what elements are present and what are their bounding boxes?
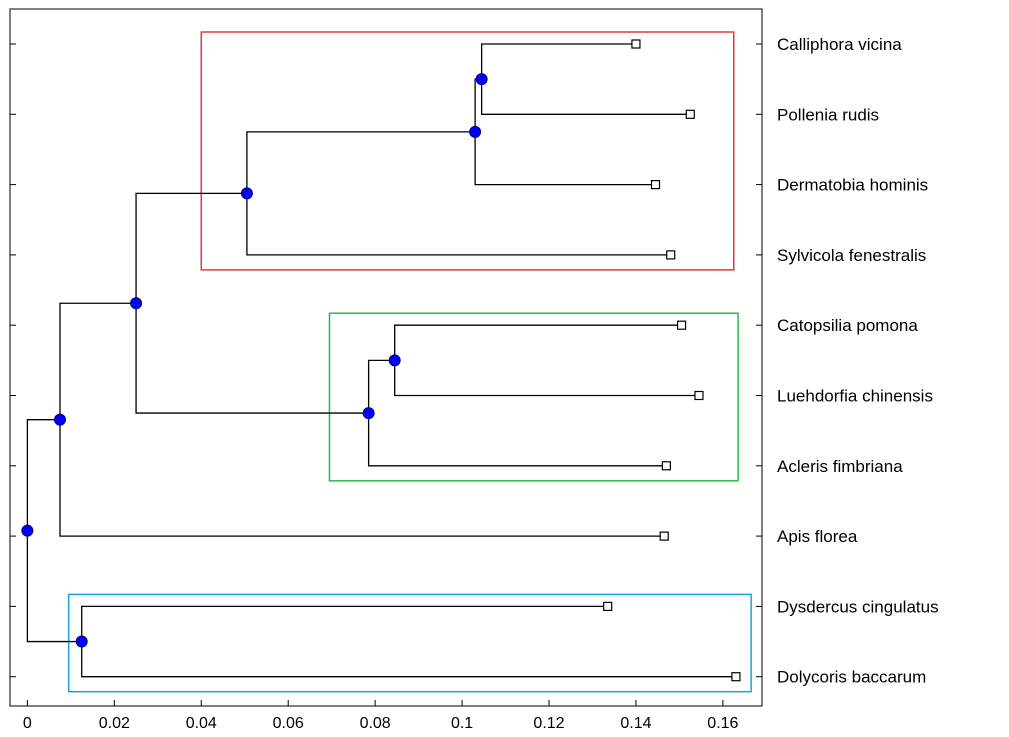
x-tick-label: 0	[23, 715, 32, 732]
leaf-label: Pollenia rudis	[777, 105, 879, 124]
branch-n6-n5	[136, 303, 369, 413]
x-tick-label: 0.14	[620, 715, 651, 732]
node-marker-n3	[241, 188, 252, 199]
branch-n1-L1	[482, 79, 691, 114]
leaf-tips	[604, 40, 740, 681]
branch-n9-n7	[27, 420, 60, 531]
branch-n3-L3	[247, 193, 671, 255]
leaf-label: Catopsilia pomona	[777, 316, 918, 335]
leaf-tip-marker	[652, 181, 660, 189]
node-marker-n8	[76, 636, 87, 647]
plot-frame	[10, 9, 762, 706]
leaf-tip-marker	[660, 532, 668, 540]
branch-n5-n4	[369, 360, 395, 413]
leaf-tip-marker	[686, 110, 694, 118]
tree-nodes	[22, 74, 487, 647]
branch-n7-n6	[60, 303, 136, 419]
node-marker-n6	[131, 298, 142, 309]
node-marker-n4	[389, 355, 400, 366]
clade-box-1	[201, 32, 733, 270]
x-tick-label: 0.02	[99, 715, 130, 732]
branch-n5-L6	[369, 413, 667, 466]
x-tick-label: 0.12	[533, 715, 564, 732]
leaf-tip-marker	[632, 40, 640, 48]
node-marker-n5	[363, 408, 374, 419]
node-marker-n9	[22, 525, 33, 536]
node-marker-n1	[476, 74, 487, 85]
leaf-tip-marker	[662, 462, 670, 470]
branch-n7-L7	[60, 420, 664, 536]
leaf-tip-marker	[732, 673, 740, 681]
branch-n8-L9	[82, 642, 736, 677]
leaf-label: Dermatobia hominis	[777, 176, 928, 195]
branch-n1-L0	[482, 44, 636, 79]
x-tick-label: 0.08	[360, 715, 391, 732]
leaf-label: Apis florea	[777, 527, 858, 546]
clade-box-2	[329, 313, 738, 481]
branch-n2-n1	[475, 79, 482, 132]
node-marker-n7	[54, 414, 65, 425]
leaf-tip-marker	[604, 602, 612, 610]
branch-n4-L5	[395, 360, 699, 395]
branch-n8-L8	[82, 606, 608, 641]
x-tick-label: 0.06	[273, 715, 304, 732]
branch-n6-n3	[136, 193, 247, 303]
x-tick-label: 0.16	[707, 715, 738, 732]
leaf-label: Acleris fimbriana	[777, 457, 903, 476]
leaf-label: Sylvicola fenestralis	[777, 246, 926, 265]
branch-n4-L4	[395, 325, 682, 360]
leaf-label: Calliphora vicina	[777, 35, 902, 54]
branch-n3-n2	[247, 132, 475, 194]
x-axis: 0 0.02 0.04 0.06 0.08 0.1 0.12 0.14 0.16	[23, 700, 739, 732]
clade-boxes	[69, 32, 751, 692]
leaf-label: Dysdercus cingulatus	[777, 597, 939, 616]
leaf-label: Dolycoris baccarum	[777, 668, 926, 687]
branch-n2-L2	[475, 132, 655, 185]
leaf-tip-marker	[678, 321, 686, 329]
leaf-tip-marker	[695, 392, 703, 400]
tree-branches	[27, 44, 736, 677]
leaf-tip-marker	[667, 251, 675, 259]
branch-n9-n8	[27, 531, 81, 642]
x-tick-label: 0.04	[186, 715, 217, 732]
leaf-labels: Calliphora vicina Pollenia rudis Dermatobi…	[777, 35, 939, 687]
node-marker-n2	[470, 126, 481, 137]
x-tick-label: 0.1	[451, 715, 473, 732]
leaf-label: Luehdorfia chinensis	[777, 387, 933, 406]
